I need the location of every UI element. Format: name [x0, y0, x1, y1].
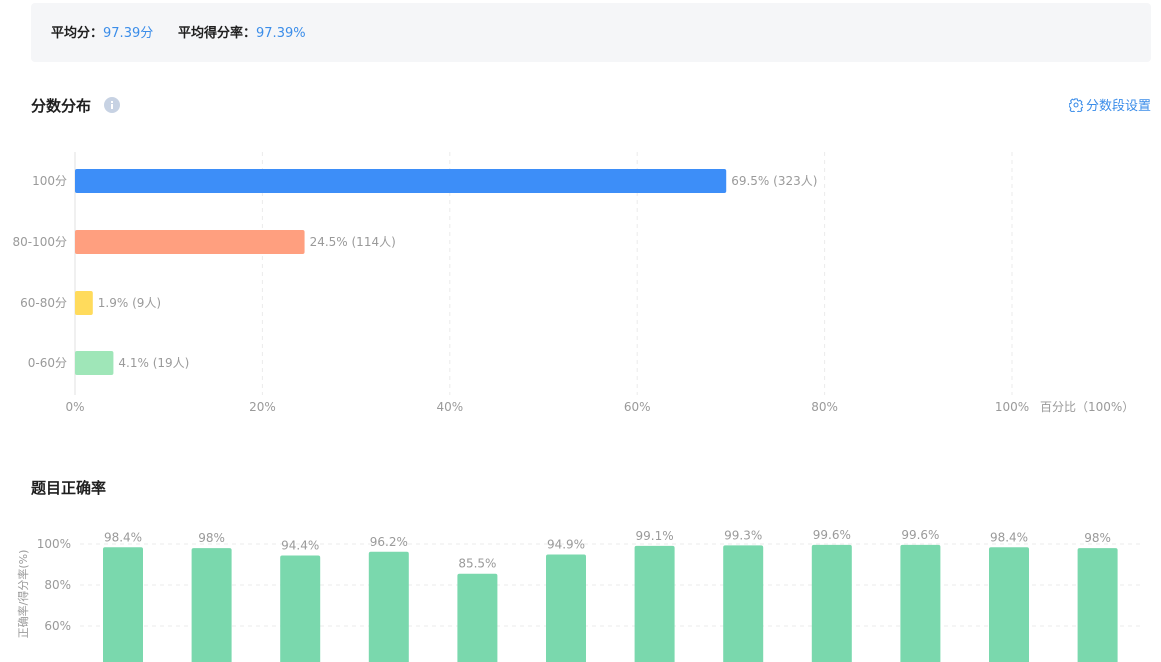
- distribution-bar: [75, 230, 305, 254]
- bar-data-label: 99.6%: [901, 528, 939, 542]
- question-accuracy-title: 题目正确率: [31, 479, 107, 497]
- bar-data-label: 99.1%: [636, 529, 674, 543]
- accuracy-bar: [723, 545, 764, 662]
- accuracy-bar: [634, 545, 675, 662]
- accuracy-bar: [368, 551, 409, 662]
- bar-data-label: 98.4%: [104, 530, 142, 544]
- bar-data-label: 98.4%: [990, 530, 1028, 544]
- bar-data-label: 69.5% (323人): [731, 174, 817, 188]
- bar-data-label: 24.5% (114人): [310, 235, 396, 249]
- x-tick-label: 20%: [249, 400, 276, 414]
- y-category-label: 100分: [32, 174, 67, 188]
- score-distribution-chart: 0% 20% 40% 60% 80% 100% 百分比（100%） 100分 69.5% (32…: [12, 152, 1134, 414]
- average-score-value: 97.39分: [103, 26, 154, 41]
- bar-data-label: 85.5%: [458, 557, 496, 571]
- distribution-bar: [75, 351, 114, 375]
- distribution-bar: [75, 291, 93, 315]
- x-tick-label: 0%: [65, 400, 84, 414]
- y-tick-label: 80%: [44, 578, 71, 592]
- x-tick-label: 60%: [624, 400, 651, 414]
- accuracy-bar: [900, 544, 941, 662]
- score-range-settings-button[interactable]: 分数段设置: [1068, 95, 1151, 114]
- average-rate-value: 97.39%: [256, 26, 306, 41]
- bar-data-label: 99.3%: [724, 528, 762, 542]
- distribution-bar: [75, 169, 727, 193]
- y-axis-label: 正确率/得分率(%): [16, 550, 30, 639]
- average-rate: 平均得分率：97.39%: [178, 26, 306, 42]
- accuracy-bar: [546, 554, 586, 662]
- bar-data-label: 94.9%: [547, 537, 585, 551]
- accuracy-bar: [457, 573, 498, 662]
- accuracy-bar: [103, 547, 143, 662]
- bar-data-label: 1.9% (9人): [98, 296, 161, 310]
- x-tick-label: 100%: [995, 400, 1029, 414]
- accuracy-bar: [989, 547, 1029, 662]
- y-category-label: 80-100分: [12, 235, 67, 249]
- bar-data-label: 99.6%: [813, 528, 851, 542]
- average-score: 平均分：97.39分: [51, 26, 153, 42]
- average-score-label: 平均分：: [51, 26, 104, 41]
- y-category-label: 60-80分: [20, 296, 67, 310]
- bar-data-label: 96.2%: [370, 535, 408, 549]
- bar-data-label: 94.4%: [281, 538, 319, 552]
- x-tick-label: 80%: [811, 400, 838, 414]
- bar-data-label: 98%: [1084, 531, 1111, 545]
- accuracy-bar: [191, 548, 232, 662]
- score-distribution-title: 分数分布: [31, 97, 92, 115]
- accuracy-bar: [280, 555, 321, 662]
- accuracy-bar: [1077, 548, 1118, 662]
- x-tick-label: 40%: [436, 400, 463, 414]
- info-icon[interactable]: [104, 97, 120, 113]
- average-rate-label: 平均得分率：: [178, 26, 257, 41]
- bar-data-label: 98%: [198, 531, 225, 545]
- x-axis-label: 百分比（100%）: [1040, 400, 1134, 414]
- gear-icon: [1068, 97, 1083, 112]
- bar-data-label: 4.1% (19人): [118, 356, 189, 370]
- question-accuracy-chart: 60% 80% 100% 正确率/得分率(%) 98.4% 98% 94.4% 96.2% 85…: [16, 528, 1140, 662]
- score-range-settings-label: 分数段设置: [1085, 99, 1151, 114]
- y-tick-label: 60%: [44, 619, 71, 633]
- y-tick-label: 100%: [37, 537, 71, 551]
- summary-panel: 平均分：97.39分 平均得分率：97.39%: [31, 3, 1151, 62]
- y-category-label: 0-60分: [28, 356, 67, 370]
- accuracy-bar: [811, 544, 852, 662]
